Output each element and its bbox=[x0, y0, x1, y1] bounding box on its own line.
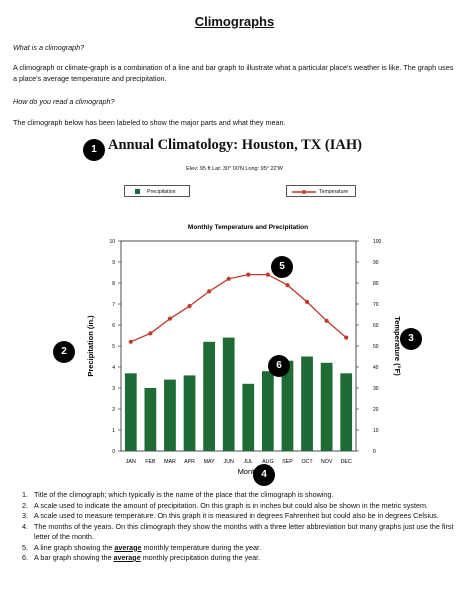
y2-axis-label: Temperature (°F) bbox=[393, 316, 402, 376]
temperature-point bbox=[148, 331, 153, 336]
y2-tick-label: 40 bbox=[373, 365, 379, 371]
definition-paragraph: A climograph or climate-graph is a combi… bbox=[13, 63, 454, 83]
note-text: monthly precipitation during the year. bbox=[140, 553, 261, 562]
intro-paragraph: The climograph below has been labeled to… bbox=[13, 118, 286, 127]
month-label: NOV bbox=[321, 459, 333, 465]
marker-2: 2 bbox=[53, 341, 75, 363]
month-label: DEC bbox=[341, 459, 352, 465]
month-label: AUG bbox=[262, 459, 273, 465]
temperature-point bbox=[187, 304, 192, 309]
precipitation-bar bbox=[203, 341, 215, 451]
temperature-point bbox=[246, 272, 251, 277]
y2-tick-label: 20 bbox=[373, 407, 379, 413]
marker-6: 6 bbox=[268, 355, 290, 377]
legend-temperature: Temperature bbox=[286, 185, 356, 197]
temperature-line bbox=[130, 273, 347, 343]
y-tick-label: 2 bbox=[112, 407, 115, 413]
y2-tick-label: 60 bbox=[373, 323, 379, 329]
y-tick-label: 1 bbox=[112, 428, 115, 434]
y-tick-label: 0 bbox=[112, 449, 115, 455]
precipitation-bar bbox=[320, 362, 333, 451]
temperature-point bbox=[285, 283, 290, 288]
marker-1: 1 bbox=[83, 139, 105, 161]
climograph-chart: Monthly Temperature and Precipitation 0 1 2… bbox=[86, 224, 402, 476]
month-label: SEP bbox=[282, 459, 293, 465]
note-item: A scale used to measure temperature. On … bbox=[30, 511, 469, 522]
month-label: JAN bbox=[126, 459, 136, 465]
marker-3: 3 bbox=[400, 328, 422, 350]
note-item: The months of the years. On this climogr… bbox=[30, 522, 469, 543]
note-item-6: A bar graph showing the average monthly … bbox=[30, 553, 469, 564]
marker-5: 5 bbox=[271, 256, 293, 278]
y-tick-label: 3 bbox=[112, 386, 115, 392]
legend-precipitation: Precipitation bbox=[124, 185, 190, 197]
precipitation-bar bbox=[262, 371, 274, 451]
question-how-to-read: How do you read a climograph? bbox=[13, 97, 115, 106]
note-text: A bar graph showing the bbox=[34, 553, 114, 562]
y-axis-label: Precipitation (in.) bbox=[86, 315, 95, 377]
climograph-title: Annual Climatology: Houston, TX (IAH) bbox=[108, 137, 362, 153]
temperature-point bbox=[324, 318, 329, 323]
month-label: MAY bbox=[204, 459, 216, 465]
temperature-point bbox=[344, 335, 349, 340]
note-item: A scale used to indicate the amount of p… bbox=[30, 501, 469, 512]
temperature-line-icon bbox=[292, 190, 316, 194]
y-tick-label: 8 bbox=[112, 281, 115, 287]
temperature-point bbox=[167, 316, 173, 321]
y2-tick-label: 30 bbox=[373, 386, 379, 392]
legend-precipitation-label: Precipitation bbox=[147, 189, 176, 195]
note-item-5: A line graph showing the average monthly… bbox=[30, 543, 469, 554]
precipitation-swatch bbox=[135, 189, 140, 194]
note-text: A line graph showing the bbox=[34, 542, 115, 552]
precipitation-bar bbox=[301, 356, 313, 451]
month-label: FEB bbox=[145, 459, 156, 465]
precipitation-bar bbox=[164, 379, 176, 451]
legend-temperature-label: Temperature bbox=[319, 189, 349, 195]
y-tick-label: 9 bbox=[112, 260, 115, 266]
temperature-point bbox=[265, 272, 270, 277]
station-info: Elev: 95 ft Lat: 30° 00'N Long: 95° 22'W bbox=[186, 166, 283, 172]
y2-tick-label: 50 bbox=[373, 344, 379, 350]
y-tick-label: 10 bbox=[109, 239, 115, 245]
precipitation-bar bbox=[340, 373, 353, 451]
y-tick-label: 4 bbox=[112, 365, 115, 371]
y-tick-label: 7 bbox=[112, 302, 115, 308]
y2-tick-label: 80 bbox=[373, 281, 379, 287]
y2-tick-label: 0 bbox=[373, 449, 376, 455]
precipitation-bar bbox=[183, 375, 196, 451]
temperature-point bbox=[226, 276, 231, 281]
precipitation-bar bbox=[222, 337, 235, 451]
question-what-is: What is a climograph? bbox=[13, 43, 85, 52]
y2-tick-label: 10 bbox=[373, 428, 379, 434]
note-item: Title of the climograph; which typically… bbox=[30, 490, 469, 501]
precipitation-bar bbox=[281, 360, 294, 451]
note-text: monthly temperature during the year. bbox=[141, 542, 261, 552]
explanation-list: Title of the climograph; which typically… bbox=[13, 490, 469, 564]
y-tick-label: 5 bbox=[112, 344, 115, 350]
month-label: JUN bbox=[224, 459, 234, 465]
temperature-point bbox=[207, 289, 212, 294]
precipitation-bar bbox=[242, 383, 255, 451]
note-emphasis: average bbox=[114, 542, 142, 552]
document-title: Climographs bbox=[194, 14, 275, 29]
y2-tick-label: 70 bbox=[373, 302, 379, 308]
y2-tick-label: 100 bbox=[373, 239, 382, 245]
month-label: APR bbox=[184, 459, 195, 465]
month-label: MAR bbox=[164, 459, 176, 465]
precipitation-bar bbox=[124, 373, 137, 451]
temperature-point bbox=[128, 339, 133, 344]
x-axis-label: Month bbox=[238, 467, 259, 476]
month-label: OCT bbox=[301, 459, 313, 465]
precipitation-bar bbox=[144, 388, 157, 451]
y-tick-label: 6 bbox=[112, 323, 115, 329]
note-emphasis: average bbox=[113, 553, 141, 562]
marker-4: 4 bbox=[253, 464, 275, 486]
temperature-point bbox=[304, 299, 310, 304]
y2-tick-label: 90 bbox=[373, 260, 379, 266]
month-label: JUL bbox=[244, 459, 253, 465]
plot-title: Monthly Temperature and Precipitation bbox=[188, 224, 308, 231]
